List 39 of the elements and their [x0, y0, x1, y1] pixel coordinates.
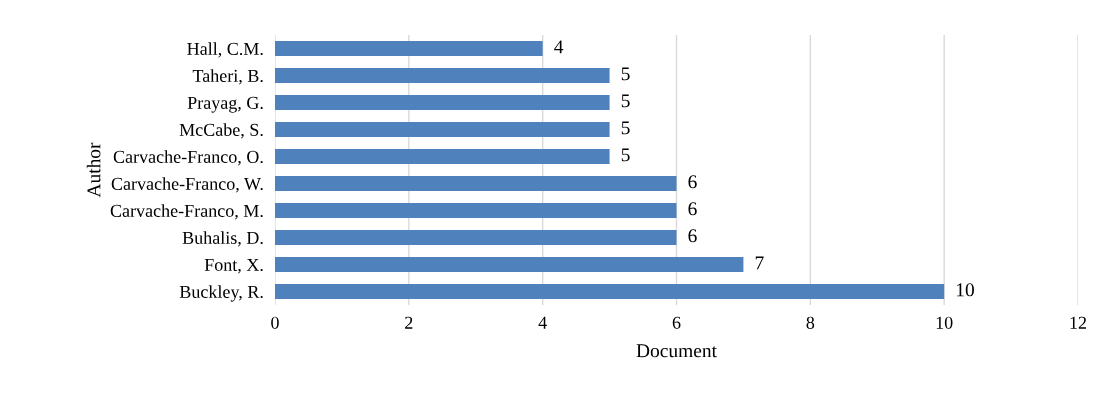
- x-tick-label: 4: [538, 316, 547, 329]
- x-tick-label: 12: [1070, 316, 1087, 329]
- y-tick-label: Prayag, G.: [187, 96, 263, 113]
- bar: [275, 149, 610, 164]
- y-tick-label: Taheri, B.: [192, 69, 263, 85]
- bar: [275, 284, 945, 299]
- bar: [275, 230, 677, 245]
- data-label: 6: [688, 202, 697, 216]
- bar: [275, 203, 677, 218]
- data-label: 6: [688, 229, 697, 243]
- data-label: 6: [688, 175, 697, 189]
- x-tick-label: 10: [936, 316, 953, 329]
- bar: [275, 176, 677, 191]
- y-tick-label: Buckley, R.: [179, 285, 263, 302]
- bar: [275, 122, 610, 137]
- bar: [275, 95, 610, 110]
- x-tick-label: 6: [672, 316, 681, 329]
- y-tick-label: Carvache-Franco, O.: [113, 150, 263, 166]
- data-label: 5: [621, 121, 630, 135]
- bar: [275, 41, 543, 56]
- y-axis-title: Author: [86, 142, 101, 198]
- y-tick-label: Buhalis, D.: [182, 231, 263, 247]
- data-label: 7: [755, 256, 764, 270]
- bar: [275, 257, 744, 272]
- data-label: 10: [956, 283, 974, 297]
- data-label: 5: [621, 67, 630, 81]
- data-label: 5: [621, 148, 630, 162]
- y-tick-label: Font, X.: [204, 258, 263, 274]
- x-tick-label: 8: [806, 316, 815, 329]
- x-tick-label: 2: [405, 316, 413, 329]
- y-tick-label: Hall, C.M.: [187, 42, 263, 58]
- x-tick-label: 0: [271, 316, 279, 329]
- data-label: 4: [554, 40, 564, 54]
- x-axis-title: Document: [636, 344, 717, 358]
- data-label: 5: [621, 94, 630, 108]
- y-tick-label: Carvache-Franco, W.: [111, 177, 263, 193]
- bar: [275, 68, 610, 83]
- y-tick-label: McCabe, S.: [179, 123, 263, 139]
- y-tick-label: Carvache-Franco, M.: [110, 204, 263, 220]
